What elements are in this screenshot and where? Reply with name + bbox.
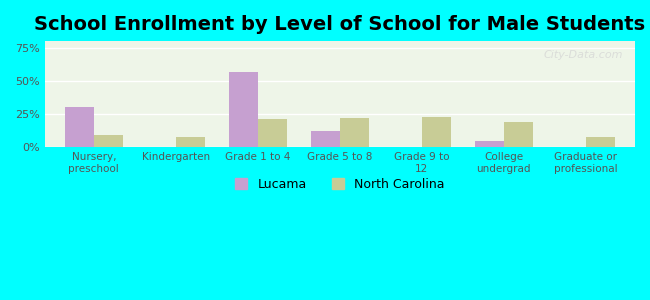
Bar — [176, 136, 205, 147]
Bar — [586, 136, 614, 147]
Title: School Enrollment by Level of School for Male Students: School Enrollment by Level of School for… — [34, 15, 645, 34]
Bar — [311, 131, 340, 147]
Legend: Lucama, North Carolina: Lucama, North Carolina — [230, 173, 450, 196]
Bar — [340, 118, 369, 147]
Bar — [258, 119, 287, 147]
Bar — [94, 135, 122, 147]
Text: City-Data.com: City-Data.com — [543, 50, 623, 60]
Bar — [504, 122, 532, 147]
Bar — [422, 117, 450, 147]
Bar — [65, 107, 94, 147]
Bar — [475, 140, 504, 147]
Bar — [229, 72, 258, 147]
